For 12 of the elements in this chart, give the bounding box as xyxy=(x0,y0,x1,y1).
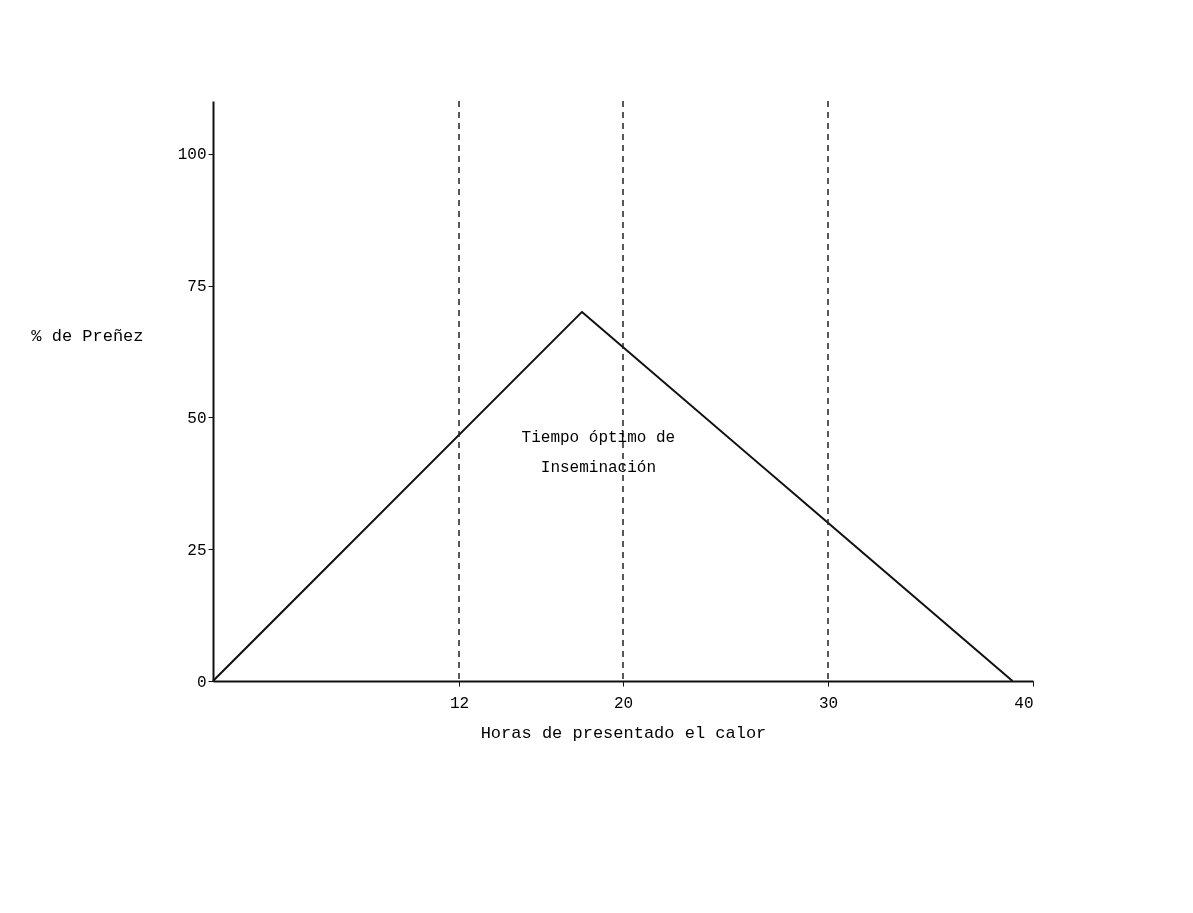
annotation: Tiempo óptimo de Inseminación xyxy=(521,429,676,478)
x-tick-label: 30 xyxy=(818,694,839,713)
y-tick-label: 0 xyxy=(196,673,207,692)
x-tick-label: 12 xyxy=(449,694,470,713)
y-tick-label: 25 xyxy=(187,541,207,560)
y-tick-label: 100 xyxy=(177,146,207,165)
y-tick-label: 50 xyxy=(187,409,207,428)
y-axis-title: % de Preñez xyxy=(31,327,144,347)
x-tick-label: 20 xyxy=(613,694,634,713)
x-axis-title: Horas de presentado el calor xyxy=(480,723,767,743)
x-tick-label: 40 xyxy=(1014,694,1034,713)
y-tick-label: 75 xyxy=(187,278,207,297)
